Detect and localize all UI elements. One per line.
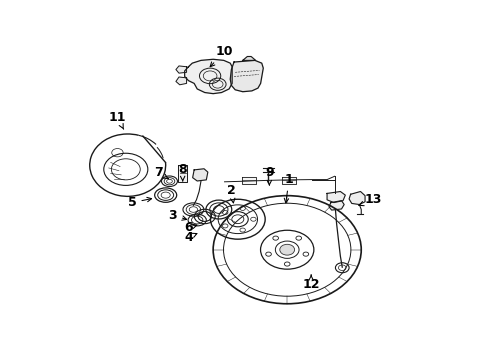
Polygon shape <box>327 192 345 203</box>
Text: 13: 13 <box>359 193 382 206</box>
Text: 9: 9 <box>265 166 274 185</box>
Text: 4: 4 <box>184 231 197 244</box>
Polygon shape <box>176 66 187 73</box>
Text: 7: 7 <box>154 166 168 179</box>
Polygon shape <box>230 60 263 92</box>
Text: 6: 6 <box>184 221 197 234</box>
Polygon shape <box>329 201 344 210</box>
Polygon shape <box>178 165 187 182</box>
Text: 1: 1 <box>284 172 294 203</box>
Text: 8: 8 <box>178 163 187 181</box>
Text: 11: 11 <box>109 111 126 129</box>
Polygon shape <box>243 57 256 60</box>
Polygon shape <box>282 177 296 184</box>
Polygon shape <box>176 77 187 85</box>
Text: 2: 2 <box>227 184 236 203</box>
Circle shape <box>280 244 294 255</box>
Polygon shape <box>349 192 365 204</box>
Text: 5: 5 <box>128 196 151 209</box>
Text: 10: 10 <box>210 45 233 67</box>
Polygon shape <box>185 59 232 94</box>
Text: 3: 3 <box>169 208 187 221</box>
Polygon shape <box>243 177 256 184</box>
Text: 12: 12 <box>302 275 320 291</box>
Polygon shape <box>193 169 208 181</box>
